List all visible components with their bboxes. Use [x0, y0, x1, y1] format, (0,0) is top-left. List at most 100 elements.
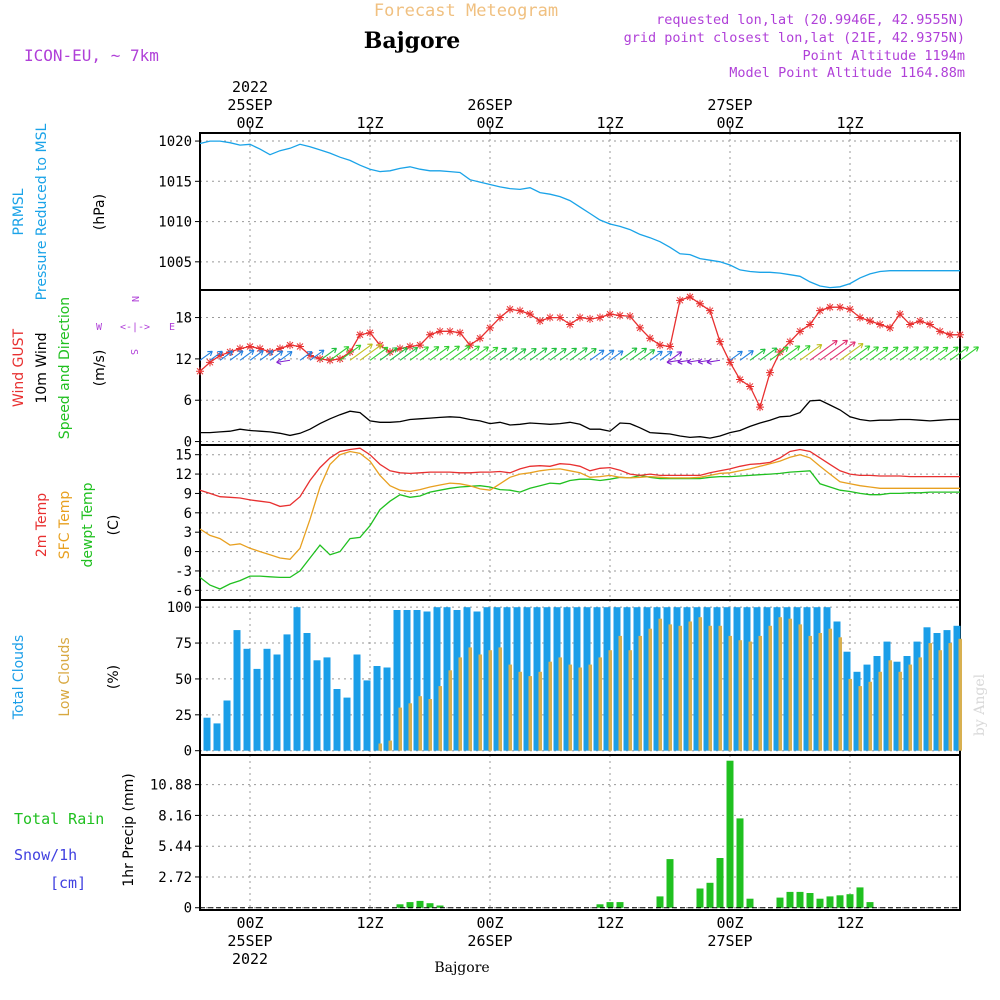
- wind-arrowhead-4: [248, 349, 255, 356]
- model-altitude: Model Point Altitude 1164.88m: [729, 65, 965, 81]
- wind-arrow-57: [769, 346, 789, 361]
- precip-bar-61: [816, 898, 824, 908]
- gust-marker-22: [416, 341, 424, 350]
- wind-arrowhead-35: [561, 347, 567, 354]
- gust-marker-67: [866, 317, 874, 325]
- gust-marker-72: [916, 317, 924, 325]
- frame-pressure: [199, 132, 961, 291]
- precip-bar-53: [736, 818, 744, 908]
- wind-arrowhead-3: [237, 350, 244, 356]
- cloud-ylabel-2: Low Clouds: [57, 637, 73, 716]
- frame-precip: [199, 754, 961, 911]
- precip-snow-label: Snow/1h: [14, 846, 77, 864]
- wind-arrowhead-15: [367, 343, 373, 349]
- bottom-hour-label-5: 12Z: [836, 914, 863, 932]
- wind-arrowhead-14: [355, 344, 362, 351]
- low-cloud-bar-67: [878, 671, 882, 751]
- low-cloud-bar-40: [608, 650, 612, 751]
- gust-marker-62: [816, 306, 824, 315]
- total-cloud-bar-2: [223, 700, 231, 751]
- total-cloud-bar-71: [913, 641, 921, 751]
- total-cloud-bar-57: [773, 607, 781, 751]
- wind-arrowhead-5: [258, 350, 264, 356]
- wind-arrow-30: [499, 347, 518, 361]
- precip-bar-63: [836, 895, 844, 908]
- gust-marker-36: [556, 313, 564, 322]
- low-cloud-bar-34: [548, 661, 552, 751]
- wind-arrow-29: [489, 347, 507, 361]
- cloud-ylabel-1: Total Clouds: [11, 635, 27, 720]
- gust-marker-0: [196, 367, 204, 376]
- total-cloud-bar-31: [513, 607, 521, 751]
- gust-marker-9: [286, 341, 294, 350]
- total-cloud-bar-46: [663, 607, 671, 751]
- wind-arrow-59: [789, 345, 811, 361]
- ytick-label-pressure-3: 1020: [158, 134, 192, 150]
- wind-arrowhead-24: [454, 345, 460, 352]
- wind-ylabel-1: Wind GUST: [11, 328, 27, 407]
- gust-marker-32: [516, 306, 524, 315]
- total-cloud-bar-44: [643, 607, 651, 751]
- model-label: ICON-EU, ~ 7km: [24, 46, 159, 65]
- low-cloud-bar-55: [758, 635, 762, 751]
- total-cloud-bar-42: [623, 607, 631, 751]
- total-cloud-bar-36: [563, 607, 571, 751]
- gust-marker-65: [846, 305, 854, 314]
- ytick-label-clouds-3: 75: [175, 636, 192, 652]
- total-cloud-bar-63: [833, 621, 841, 751]
- wind-unit: (m/s): [92, 350, 108, 387]
- gust-marker-53: [726, 358, 734, 367]
- ytick-label-wind-0: 0: [184, 435, 192, 451]
- wind-arrowhead-49: [677, 358, 683, 365]
- gust-marker-10: [296, 342, 304, 351]
- gust-marker-49: [686, 292, 694, 301]
- gust-marker-52: [716, 337, 724, 346]
- cloud-labels: Total Clouds Low Clouds (%): [11, 635, 122, 720]
- wind-arrow-32: [519, 348, 537, 361]
- svg-text:W: W: [96, 322, 103, 333]
- ytick-label-precip-3: 8.16: [158, 808, 192, 824]
- total-cloud-bar-54: [743, 607, 751, 751]
- low-cloud-bar-20: [408, 703, 412, 751]
- pressure-ylabel-2: Pressure Reduced to MSL: [34, 123, 50, 300]
- temp-ylabel-1: 2m Temp: [34, 493, 50, 557]
- wind-arrow-71: [909, 346, 929, 361]
- wind-arrow-56: [759, 347, 778, 361]
- total-cloud-bar-37: [573, 607, 581, 751]
- precip-bar-57: [776, 897, 784, 908]
- total-cloud-bar-6: [263, 648, 271, 751]
- low-cloud-bar-42: [628, 650, 632, 751]
- wind-arrowhead-33: [541, 347, 548, 353]
- gust-marker-14: [336, 354, 344, 363]
- gust-marker-46: [656, 341, 664, 350]
- gust-marker-38: [576, 313, 584, 322]
- gust-marker-17: [366, 328, 374, 337]
- gust-marker-59: [786, 337, 794, 346]
- low-cloud-bar-28: [488, 650, 492, 751]
- wind-arrowhead-8: [286, 351, 293, 357]
- wind-arrow-72: [919, 346, 939, 361]
- gust-marker-64: [836, 303, 844, 312]
- precip-bar-60: [806, 893, 814, 908]
- temp-ylabel-2: SFC Temp: [57, 491, 73, 560]
- total-cloud-bar-11: [313, 660, 321, 751]
- wind-arrow-36: [559, 347, 577, 361]
- bottom-day-label-2: 26SEP: [467, 932, 512, 950]
- total-cloud-bar-40: [603, 607, 611, 751]
- wind-arrow-50: [687, 359, 701, 363]
- wind-arrow-13: [329, 346, 350, 361]
- low-cloud-bar-62: [828, 628, 832, 751]
- gust-marker-3: [226, 348, 234, 356]
- low-cloud-bar-41: [618, 635, 622, 751]
- gust-marker-23: [426, 330, 434, 339]
- low-cloud-bar-56: [768, 625, 772, 751]
- gust-marker-34: [536, 317, 544, 325]
- wind-arrow-65: [849, 345, 871, 361]
- total-cloud-bar-24: [443, 607, 451, 751]
- low-cloud-bar-50: [708, 625, 712, 751]
- precip-bar-20: [406, 902, 414, 908]
- wind-arrowhead-63: [850, 341, 856, 347]
- bottom-hour-label-0: 00Z: [236, 914, 263, 932]
- precip-bar-64: [846, 894, 854, 908]
- gust-marker-16: [356, 330, 364, 339]
